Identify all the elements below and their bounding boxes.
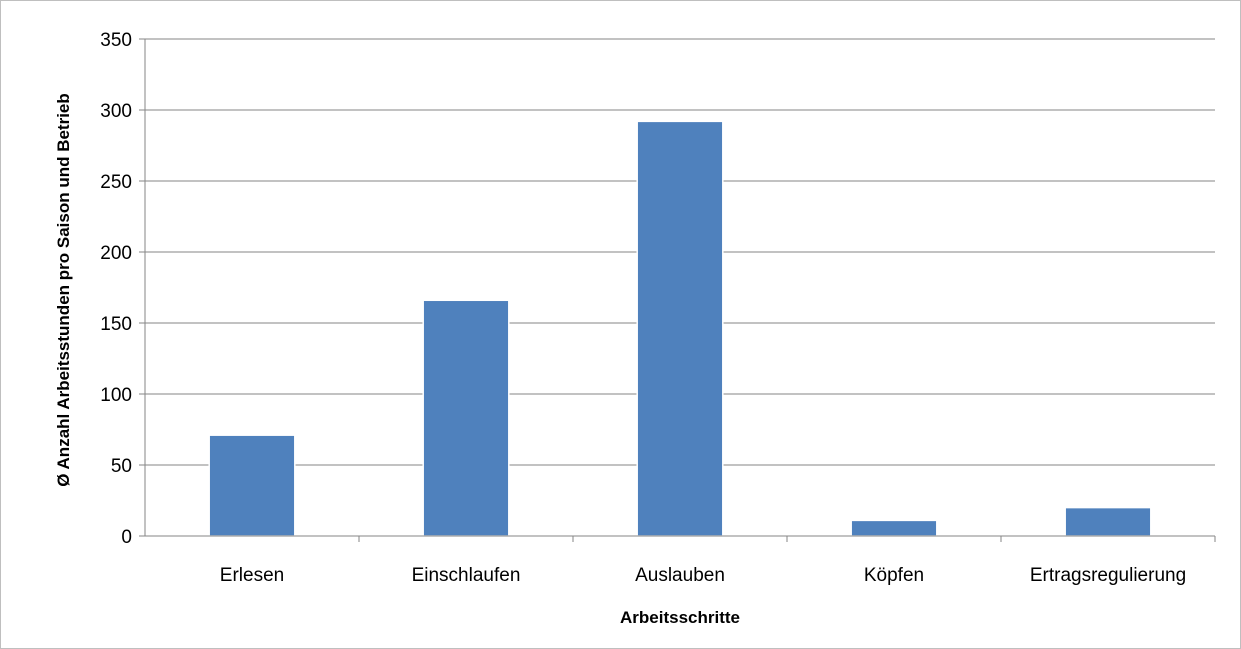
- bar-auslauben: [636, 120, 724, 537]
- bar-erlesen: [208, 434, 296, 537]
- bars: [208, 120, 1152, 537]
- axes: [139, 38, 1216, 542]
- y-axis-title: Ø Anzahl Arbeitsstunden pro Saison und B…: [54, 93, 73, 487]
- y-tick-label: 250: [100, 172, 132, 193]
- x-tick-label: Auslauben: [635, 565, 725, 586]
- y-tick-label: 0: [121, 527, 132, 548]
- bar-einschlaufen: [422, 299, 510, 537]
- y-tick-label: 200: [100, 243, 132, 264]
- y-tick-label: 300: [100, 101, 132, 122]
- y-tick-label: 50: [111, 456, 132, 477]
- x-tick-label: Ertragsregulierung: [1030, 565, 1186, 586]
- bar-ertragsregulierung: [1064, 506, 1152, 537]
- x-tick-label: Erlesen: [220, 565, 284, 586]
- x-tick-label: Köpfen: [864, 565, 924, 586]
- y-tick-labels: 0 50 100 150 200 250 300 350: [100, 30, 132, 548]
- y-tick-label: 150: [100, 314, 132, 335]
- y-tick-label: 350: [100, 30, 132, 51]
- x-tick-label: Einschlaufen: [412, 565, 521, 586]
- y-tick-label: 100: [100, 385, 132, 406]
- x-tick-labels: Erlesen Einschlaufen Auslauben Köpfen Ertrag…: [220, 565, 1186, 586]
- x-axis-title: Arbeitsschritte: [620, 608, 740, 627]
- bar-köpfen: [850, 519, 938, 537]
